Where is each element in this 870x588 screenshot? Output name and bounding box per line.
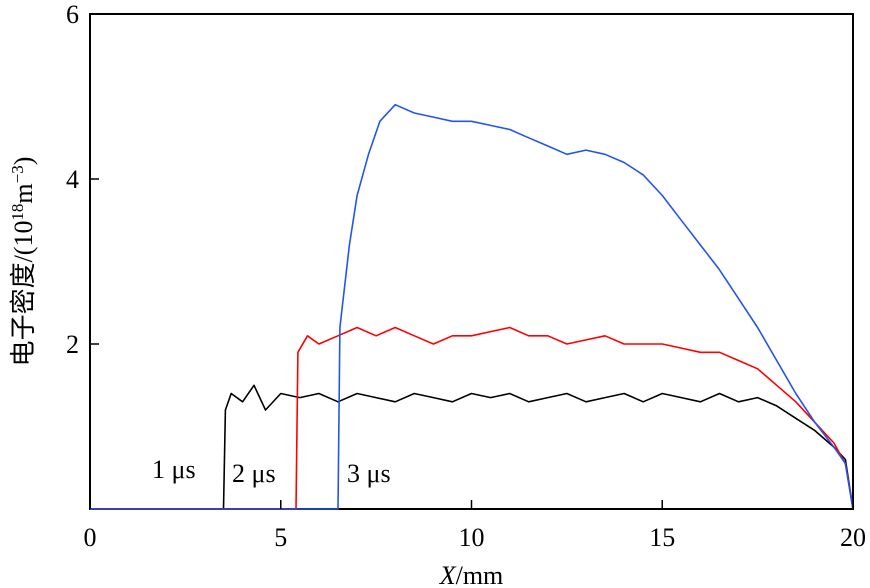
series-line-0 (90, 384, 854, 510)
series-label-2us: 2 μs (232, 459, 276, 488)
series-line-2 (90, 103, 854, 510)
y-tick-label: 4 (66, 165, 79, 194)
x-axis-title: X/mm (439, 561, 504, 588)
y-axis-title-main: 电子密度/(10 (9, 221, 38, 367)
series-line-1 (90, 326, 854, 510)
series-layer (90, 103, 854, 510)
y-tick-label: 2 (66, 330, 79, 359)
x-tick-label: 20 (840, 523, 866, 552)
y-axis-title-sup1: 18 (8, 204, 27, 221)
plot-frame (89, 13, 854, 510)
y-tick-label: 6 (66, 0, 79, 29)
y-axis-title-end: ) (9, 157, 38, 166)
series-label-3us: 3 μs (347, 459, 391, 488)
x-tick-label: 15 (649, 523, 675, 552)
x-axis-title-var: X (439, 561, 457, 588)
x-tick-label: 5 (274, 523, 287, 552)
y-axis-title-unit: m (9, 183, 38, 203)
x-tick-label: 0 (84, 523, 97, 552)
y-axis-title-sup2: −3 (8, 165, 27, 183)
y-axis-title: 电子密度/(1018m−3) (8, 157, 39, 367)
tick-layer: 0 5 10 15 20 2 4 6 (66, 0, 866, 552)
series-label-1us: 1 μs (152, 455, 196, 484)
x-axis-title-unit: /mm (456, 561, 504, 588)
x-tick-label: 10 (459, 523, 485, 552)
